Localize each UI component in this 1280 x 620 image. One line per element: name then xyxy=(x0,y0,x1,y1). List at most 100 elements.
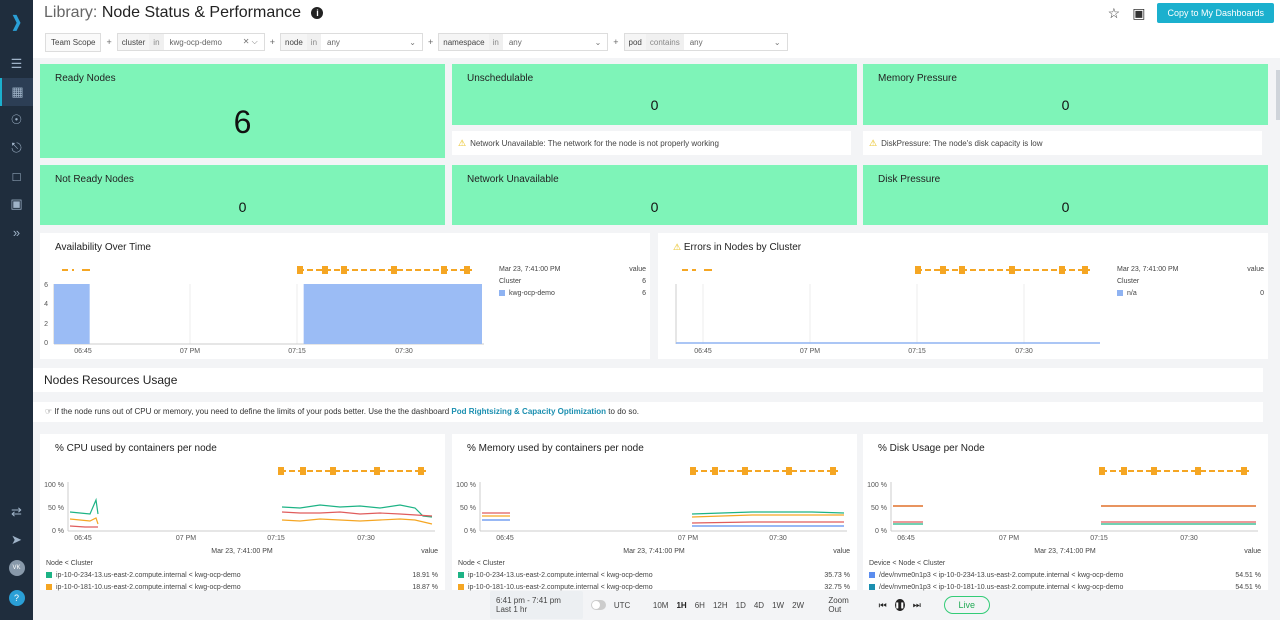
time-navigation: 6:41 pm - 7:41 pm Last 1 hr UTC 10M 1H 6… xyxy=(490,591,991,619)
node-filter[interactable]: node in any ⌄ xyxy=(280,33,423,51)
app-logo-icon[interactable]: ❱ xyxy=(9,14,24,31)
scrollbar[interactable] xyxy=(1276,70,1280,120)
legend-row[interactable]: /dev/nvme0n1p3 < ip-10-0-234-13.us-east-… xyxy=(869,569,1261,581)
legend-time: Mar 23, 7:41:00 PM xyxy=(499,265,561,273)
step-back-icon[interactable]: ⏮ xyxy=(878,599,887,610)
disk-chart[interactable]: 100 % 50 % 0 % 06:45 07 PM 07:15 07:30 xyxy=(863,434,1268,556)
events-icon[interactable]: □ xyxy=(12,168,21,184)
time-option-10m[interactable]: 10M xyxy=(652,600,669,610)
ready-nodes-tile[interactable]: Ready Nodes 6 xyxy=(40,64,445,158)
get-started-rocket-icon[interactable]: ➤ xyxy=(11,532,22,547)
time-option-12h[interactable]: 12H xyxy=(712,600,728,610)
memory-pressure-tile[interactable]: Memory Pressure 0 xyxy=(863,64,1268,125)
time-option-2w[interactable]: 2W xyxy=(792,600,805,610)
legend-series-name: ip-10-0-181-10.us-east-2.compute.interna… xyxy=(56,583,241,591)
layers-icon[interactable]: ☰ xyxy=(10,56,23,71)
time-range: 6:41 pm - 7:41 pm xyxy=(496,596,561,605)
cpu-series-line-3b xyxy=(281,511,433,517)
x-tick: 07:30 xyxy=(1180,535,1198,542)
chevron-down-icon[interactable]: ⌄ xyxy=(409,37,416,47)
legend-row[interactable]: ip-10-0-234-13.us-east-2.compute.interna… xyxy=(46,569,438,581)
time-option-6h[interactable]: 6H xyxy=(694,600,705,610)
x-tick: 06:45 xyxy=(74,348,92,355)
user-avatar[interactable]: VK xyxy=(8,560,25,576)
network-unavailable-tile[interactable]: Network Unavailable 0 xyxy=(452,165,857,225)
filter-operator[interactable]: in xyxy=(488,34,503,50)
tile-value: 6 xyxy=(233,104,252,140)
disk-usage-panel: % Disk Usage per Node 100 % 50 % 0 % 06:… xyxy=(863,434,1268,593)
namespace-filter[interactable]: namespace in any ⌄ xyxy=(438,33,609,51)
title-text: Node Status & Performance xyxy=(101,4,302,21)
zoom-out-button[interactable]: Zoom Out xyxy=(828,596,849,614)
availability-panel: Availability Over Time 6 4 2 0 06:45 07 … xyxy=(40,233,650,359)
cluster-filter[interactable]: cluster in kwg-ocp-demo ✕ ⌵ xyxy=(116,33,265,51)
pod-rightsizing-link[interactable]: Pod Rightsizing & Capacity Optimization xyxy=(451,407,607,416)
expand-sidebar-icon[interactable]: » xyxy=(12,224,21,240)
cpu-series-line-3 xyxy=(69,525,98,528)
team-scope-label[interactable]: Team Scope xyxy=(45,32,102,52)
tile-title: Disk Pressure xyxy=(878,174,941,185)
not-ready-nodes-tile[interactable]: Not Ready Nodes 0 xyxy=(40,165,445,225)
tile-value: 0 xyxy=(1061,97,1070,113)
filter-operator[interactable]: in xyxy=(306,34,322,50)
legend-row[interactable]: n/a 0 xyxy=(1117,287,1264,299)
panel-title: Availability Over Time xyxy=(55,242,151,253)
event-markers xyxy=(682,266,1090,274)
tile-value: 0 xyxy=(650,97,659,113)
disk-pressure-tile[interactable]: Disk Pressure 0 xyxy=(863,165,1268,225)
y-tick: 0 % xyxy=(875,528,887,535)
x-tick: 07 PM xyxy=(800,348,820,355)
tile-title: Unschedulable xyxy=(467,73,534,84)
add-filter-icon[interactable]: + xyxy=(428,37,434,47)
add-filter-icon[interactable]: + xyxy=(106,37,112,47)
time-option-4d[interactable]: 4D xyxy=(753,600,765,610)
help-icon[interactable]: ? xyxy=(8,590,25,606)
filter-operator[interactable]: contains xyxy=(645,34,684,50)
integrations-icon[interactable]: ⇄ xyxy=(11,504,22,519)
filter-value: any xyxy=(689,37,703,47)
cpu-chart[interactable]: 100 % 50 % 0 % 06:45 07 PM 07:15 07:30 xyxy=(40,434,445,556)
utc-toggle[interactable] xyxy=(591,600,606,610)
x-tick: 07 PM xyxy=(176,535,196,542)
star-icon[interactable]: ☆ xyxy=(1107,4,1121,21)
time-range-selector[interactable]: 6:41 pm - 7:41 pm Last 1 hr xyxy=(490,591,584,619)
filter-operator[interactable]: in xyxy=(149,34,164,50)
step-forward-icon[interactable]: ⏭ xyxy=(912,599,921,610)
errors-chart[interactable]: 06:45 07 PM 07:15 07:30 xyxy=(658,233,1268,359)
chevron-down-icon[interactable]: ⌄ xyxy=(594,37,602,47)
clear-icon[interactable]: ✕ ⌵ xyxy=(242,37,258,46)
filter-key: cluster xyxy=(117,34,150,50)
alerts-bell-icon[interactable]: ⎋ xyxy=(11,140,22,155)
time-option-1w[interactable]: 1W xyxy=(772,600,785,610)
time-option-1d[interactable]: 1D xyxy=(735,600,746,610)
dashboards-icon[interactable]: ▦ xyxy=(0,78,33,106)
capture-icon[interactable]: ▣ xyxy=(10,196,23,211)
legend-series-value: 0 xyxy=(1260,289,1264,297)
unschedulable-tile[interactable]: Unschedulable 0 xyxy=(452,64,857,125)
errors-legend: Mar 23, 7:41:00 PM value Cluster n/a 0 xyxy=(1117,263,1264,299)
pause-icon[interactable]: ❚❚ xyxy=(894,599,905,611)
explore-compass-icon[interactable]: ☉ xyxy=(10,112,23,127)
copy-to-dashboards-button[interactable]: Copy to My Dashboards xyxy=(1157,3,1274,23)
y-tick: 100 % xyxy=(44,482,64,489)
pod-filter[interactable]: pod contains any ⌄ xyxy=(623,33,788,51)
time-option-1h[interactable]: 1H xyxy=(676,600,687,610)
info-icon[interactable]: i xyxy=(311,6,324,19)
legend-time: Mar 23, 7:41:00 PM xyxy=(623,547,685,555)
memory-chart[interactable]: 100 % 50 % 0 % 06:45 07 PM 07:30 xyxy=(452,434,857,556)
panel-title: Errors in Nodes by Cluster xyxy=(683,242,802,253)
legend-row[interactable]: /dev/nvme0n1p3 < ip-10-0-181-10.us-east-… xyxy=(869,581,1261,593)
legend-row[interactable]: ip-10-0-234-13.us-east-2.compute.interna… xyxy=(458,569,850,581)
legend-row[interactable]: kwg-ocp-demo 6 xyxy=(499,287,646,299)
chevron-down-icon[interactable]: ⌄ xyxy=(773,37,781,47)
legend-group: Cluster xyxy=(1117,277,1140,285)
panel-title: % Disk Usage per Node xyxy=(878,443,985,454)
scope-filter-bar: Team Scope + cluster in kwg-ocp-demo ✕ ⌵… xyxy=(33,26,1280,58)
snapshot-icon[interactable]: ▣ xyxy=(1132,4,1146,21)
legend-row[interactable]: ip-10-0-181-10.us-east-2.compute.interna… xyxy=(46,581,438,593)
add-filter-icon[interactable]: + xyxy=(269,37,275,47)
add-filter-icon[interactable]: + xyxy=(613,37,619,47)
availability-chart[interactable]: 6 4 2 0 06:45 07 PM 07:15 07:30 xyxy=(40,233,650,359)
legend-row[interactable]: ip-10-0-181-10.us-east-2.compute.interna… xyxy=(458,581,850,593)
live-button[interactable]: Live xyxy=(943,596,991,614)
